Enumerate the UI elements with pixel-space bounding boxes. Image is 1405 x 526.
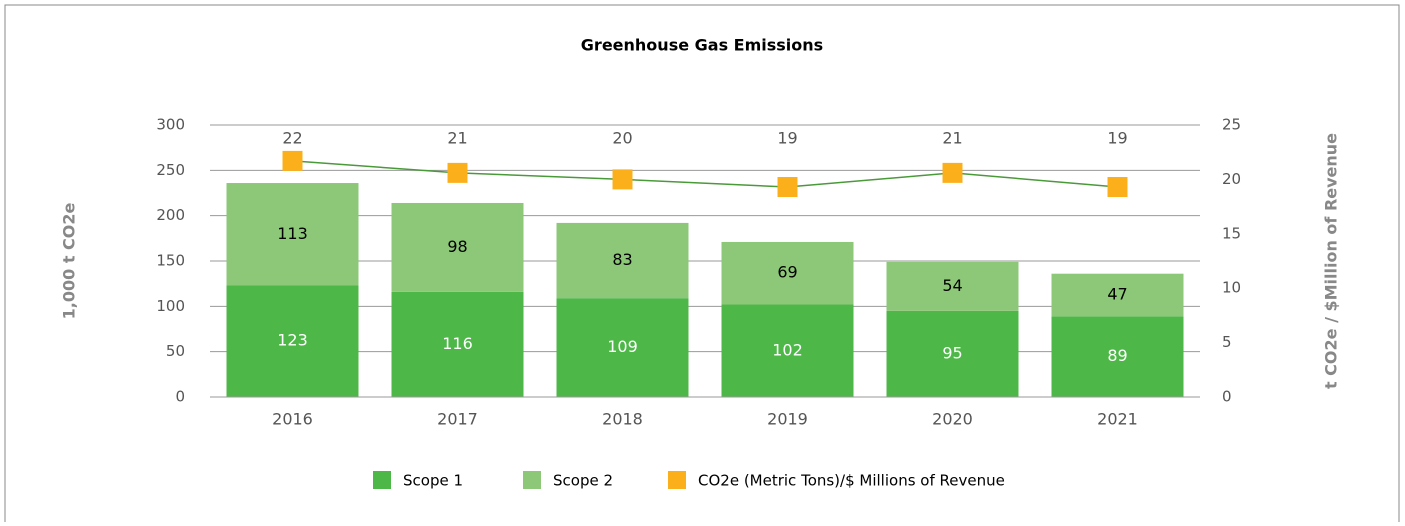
data-label: 21 [942, 129, 962, 148]
bar [556, 298, 689, 397]
data-label: 123 [277, 331, 308, 350]
bar [886, 310, 1019, 397]
y2-tick-label: 25 [1222, 116, 1241, 134]
marker [447, 162, 468, 183]
y2-axis-label: t CO2e / $Million of Revenue [1322, 133, 1341, 389]
bar [391, 291, 524, 397]
line [292, 160, 1118, 188]
y-tick-label: 200 [156, 206, 185, 224]
y-tick-label: 0 [175, 388, 185, 406]
data-label: 109 [607, 337, 638, 356]
y-tick-label: 100 [156, 297, 185, 315]
data-label: 20 [612, 129, 632, 148]
data-label: 19 [777, 129, 797, 148]
data-label: 54 [942, 276, 962, 295]
x-tick-label: 2017 [437, 410, 478, 429]
y2-tick-label: 5 [1222, 333, 1232, 351]
data-label: 83 [612, 250, 632, 269]
data-label: 95 [942, 343, 962, 362]
data-label: 22 [282, 129, 302, 148]
x-tick-label: 2021 [1097, 410, 1138, 429]
y2-tick-label: 10 [1222, 279, 1241, 297]
data-label: 102 [772, 340, 803, 359]
legend-label: Scope 2 [553, 472, 613, 490]
data-label: 21 [447, 129, 467, 148]
y2-tick-label: 20 [1222, 170, 1241, 188]
bar [391, 202, 524, 292]
y-axis-label: 1,000 t CO2e [60, 202, 79, 319]
data-label: 19 [1107, 129, 1127, 148]
bar [226, 183, 359, 286]
marker [282, 150, 303, 171]
y2-tick-label: 0 [1222, 388, 1232, 406]
bar [886, 261, 1019, 311]
data-label: 116 [442, 334, 473, 353]
legend-swatch [668, 471, 686, 489]
y2-tick-label: 15 [1222, 224, 1241, 242]
data-label: 89 [1107, 346, 1127, 365]
y-tick-label: 300 [156, 116, 185, 134]
chart-title: Greenhouse Gas Emissions [581, 36, 823, 55]
legend-swatch [523, 471, 541, 489]
data-label: 98 [447, 237, 467, 256]
bar [721, 304, 854, 397]
y-tick-label: 250 [156, 161, 185, 179]
x-tick-label: 2019 [767, 410, 808, 429]
data-label: 47 [1107, 285, 1127, 304]
marker [777, 177, 798, 198]
x-tick-label: 2020 [932, 410, 973, 429]
legend-label: Scope 1 [403, 472, 463, 490]
marker [942, 162, 963, 183]
bar [556, 222, 689, 299]
x-tick-label: 2016 [272, 410, 313, 429]
legend-label: CO2e (Metric Tons)/$ Millions of Revenue [698, 472, 1005, 490]
bar [1051, 316, 1184, 397]
data-label: 113 [277, 224, 308, 243]
bar [721, 241, 854, 305]
marker [1107, 177, 1128, 198]
legend-swatch [373, 471, 391, 489]
x-tick-label: 2018 [602, 410, 643, 429]
marker [612, 169, 633, 190]
y-tick-label: 150 [156, 252, 185, 270]
bar [226, 285, 359, 397]
chart-frame [4, 4, 1400, 526]
data-label: 69 [777, 263, 797, 282]
bar [1051, 273, 1184, 317]
y-tick-label: 50 [166, 342, 185, 360]
